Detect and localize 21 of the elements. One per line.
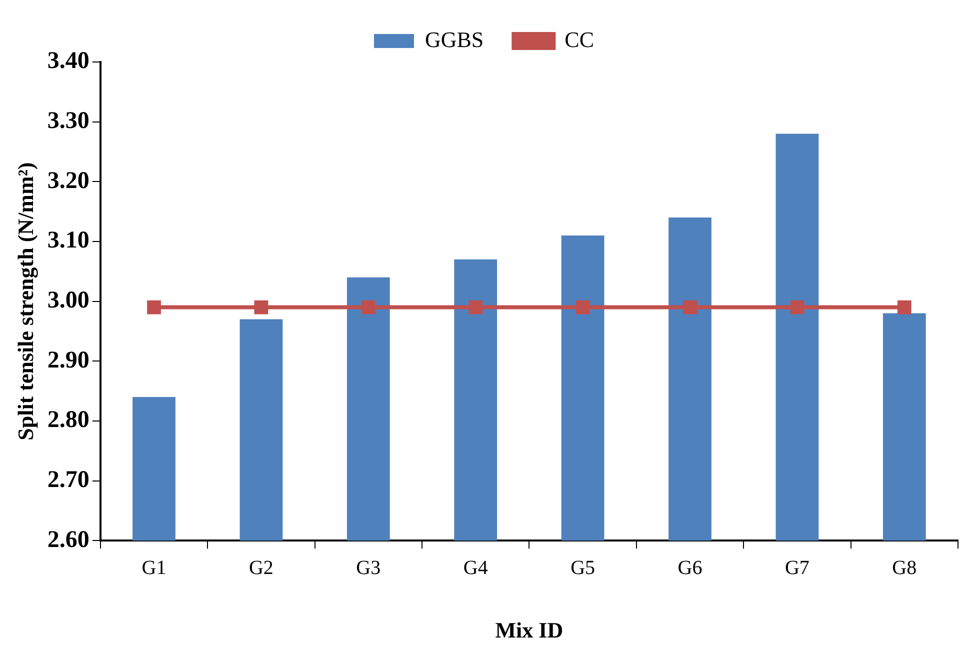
x-tick-label: G6: [678, 556, 702, 579]
y-tick-label: 2.60: [47, 526, 90, 553]
x-tick-label: G4: [463, 556, 488, 579]
y-tick-label: 3.00: [47, 288, 90, 314]
y-axis-title: Split tensile strength (N/mm²): [12, 162, 38, 440]
x-tick-label: G7: [784, 556, 810, 579]
y-tick-label: 2.70: [47, 466, 90, 493]
x-tick-label: G2: [248, 556, 274, 579]
x-tick-label: G5: [570, 556, 596, 579]
y-tick-label: 3.20: [47, 168, 90, 194]
x-tick-label: G1: [142, 556, 166, 579]
y-tick-label: 2.90: [47, 347, 90, 374]
x-tick-label: G8: [892, 556, 917, 579]
legend-label: CC: [564, 26, 594, 52]
x-axis-title: Mix ID: [495, 617, 564, 642]
y-tick-label: 3.30: [47, 108, 90, 134]
y-tick-label: 2.80: [47, 407, 90, 434]
legend-label: GGBS: [424, 26, 484, 52]
y-tick-label: 3.10: [47, 228, 90, 254]
y-tick-label: 3.40: [47, 48, 90, 74]
x-tick-label: G3: [356, 556, 381, 579]
